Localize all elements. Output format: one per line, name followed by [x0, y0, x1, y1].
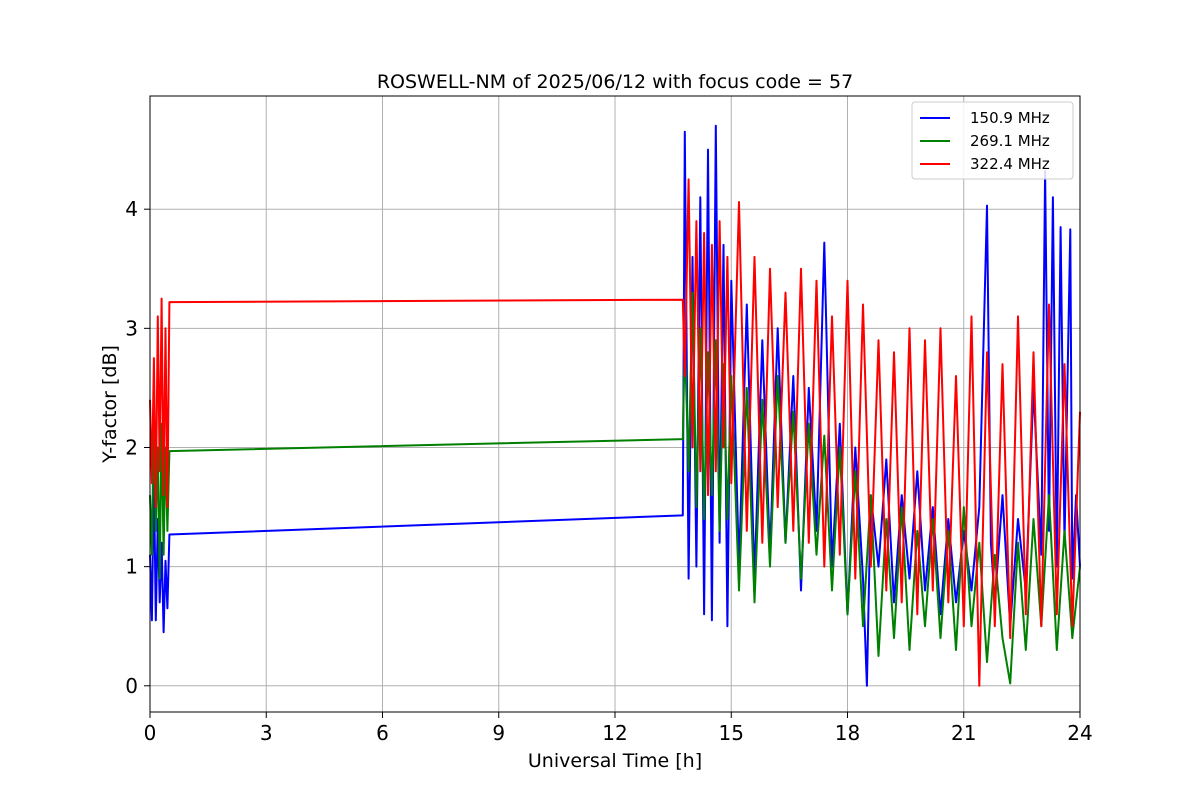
chart-title: ROSWELL-NM of 2025/06/12 with focus code… [377, 71, 853, 93]
series-line-2 [149, 291, 1081, 685]
legend-box [911, 101, 1074, 180]
legend-label: 322.4 MHz [970, 155, 1050, 173]
legend-label: 269.1 MHz [970, 132, 1050, 150]
x-tick-label: 9 [492, 721, 505, 745]
x-tick-label: 0 [144, 721, 157, 745]
y-axis-ticks: 0 1 2 3 4 [125, 197, 150, 698]
x-tick-label: 21 [951, 721, 976, 745]
legend-label: 150.9 MHz [970, 109, 1050, 127]
y-tick-label: 2 [125, 435, 138, 459]
series-group [149, 124, 1081, 687]
y-tick-label: 4 [125, 197, 138, 221]
x-tick-label: 15 [719, 721, 744, 745]
x-axis-label: Universal Time [h] [528, 750, 702, 772]
y-axis-label: Y-factor [dB] [99, 345, 121, 464]
x-tick-label: 18 [835, 721, 860, 745]
x-tick-label: 3 [260, 721, 273, 745]
x-tick-label: 24 [1067, 721, 1092, 745]
series-line-3 [149, 178, 1081, 687]
y-tick-label: 3 [125, 316, 138, 340]
x-tick-label: 6 [376, 721, 389, 745]
x-tick-label: 12 [602, 721, 627, 745]
y-tick-label: 0 [125, 674, 138, 698]
y-tick-label: 1 [125, 555, 138, 579]
x-axis-ticks: 0 3 6 9 12 15 18 21 24 [144, 712, 1093, 745]
legend: 150.9 MHz 269.1 MHz 322.4 MHz [911, 101, 1074, 180]
